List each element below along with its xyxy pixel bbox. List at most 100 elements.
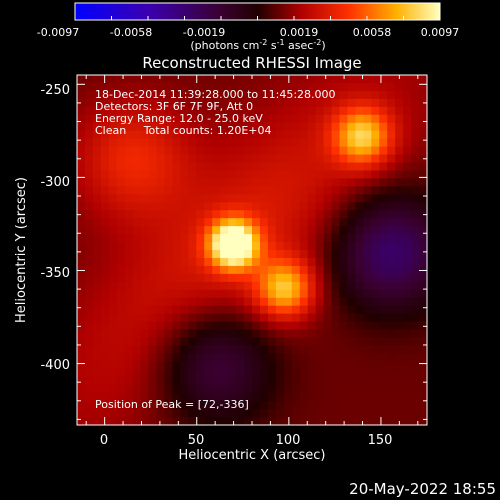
image-pixel (291, 75, 301, 84)
image-pixel (212, 401, 221, 410)
image-pixel (363, 250, 372, 259)
image-pixel (267, 218, 277, 227)
image-pixel (220, 361, 229, 370)
image-pixel (172, 146, 181, 156)
image-pixel (116, 242, 126, 251)
image-pixel (347, 313, 356, 323)
image-pixel (379, 281, 388, 291)
image-pixel (132, 393, 142, 402)
image-pixel (347, 210, 356, 219)
image-pixel (92, 393, 102, 402)
image-pixel (148, 321, 158, 331)
image-pixel (124, 297, 134, 307)
image-pixel (395, 90, 404, 100)
image-pixel (307, 273, 317, 283)
image-pixel (259, 154, 269, 164)
image-pixel (92, 385, 102, 394)
image-pixel (347, 234, 356, 243)
image-pixel (236, 417, 245, 425)
image-pixel (347, 289, 356, 299)
image-pixel (204, 353, 213, 362)
image-pixel (259, 345, 269, 354)
image-pixel (148, 393, 158, 402)
image-pixel (156, 210, 166, 219)
image-pixel (379, 329, 388, 339)
image-pixel (212, 281, 221, 291)
image-pixel (259, 82, 269, 92)
image-pixel (124, 385, 134, 394)
image-pixel (379, 170, 388, 179)
image-pixel (92, 146, 102, 156)
image-pixel (299, 178, 309, 187)
image-pixel (339, 257, 349, 267)
image-pixel (116, 146, 126, 156)
image-pixel (331, 393, 341, 402)
image-pixel (172, 98, 181, 108)
image-pixel (196, 242, 205, 251)
image-pixel (180, 98, 189, 108)
image-pixel (132, 353, 142, 362)
image-pixel (307, 409, 317, 418)
image-pixel (395, 114, 404, 124)
image-pixel (411, 242, 420, 251)
image-pixel (267, 345, 277, 354)
axis-ticks (77, 75, 427, 425)
image-pixel (331, 281, 341, 291)
image-pixel (403, 337, 412, 347)
image-pixel (124, 138, 134, 148)
image-pixel (363, 218, 372, 227)
image-pixel (252, 297, 261, 307)
image-pixel (116, 401, 126, 410)
image-pixel (156, 353, 166, 362)
image-pixel (387, 377, 396, 386)
image-pixel (323, 210, 333, 219)
image-pixel (220, 369, 229, 378)
image-pixel (275, 218, 285, 227)
image-pixel (315, 265, 325, 275)
image-pixel (244, 321, 253, 331)
image-pixel (84, 337, 94, 347)
image-pixel (252, 170, 261, 179)
image-pixel (299, 337, 309, 347)
image-pixel (339, 409, 349, 418)
image-pixel (323, 369, 333, 378)
image-pixel (84, 186, 94, 195)
image-pixel (323, 122, 333, 132)
image-pixel (156, 106, 166, 116)
image-pixel (355, 226, 364, 235)
image-pixel (315, 234, 325, 243)
image-pixel (140, 82, 150, 92)
image-pixel (180, 82, 189, 92)
image-pixel (419, 234, 427, 243)
image-pixel (212, 226, 221, 235)
image-pixel (275, 385, 285, 394)
image-pixel (156, 393, 166, 402)
image-pixel (411, 409, 420, 418)
image-pixel (299, 265, 309, 275)
image-pixel (379, 146, 388, 156)
image-pixel (395, 194, 404, 203)
image-pixel (275, 122, 285, 132)
image-pixel (403, 401, 412, 410)
image-pixel (379, 353, 388, 362)
image-pixel (331, 162, 341, 172)
image-pixel (148, 98, 158, 108)
image-pixel (92, 170, 102, 179)
image-pixel (172, 353, 181, 362)
image-pixel (331, 337, 341, 347)
image-pixel (204, 329, 213, 339)
image-pixel (132, 194, 142, 203)
image-pixel (291, 369, 301, 378)
image-pixel (204, 234, 213, 243)
image-pixel (116, 130, 126, 140)
image-pixel (212, 186, 221, 195)
image-pixel (108, 361, 118, 370)
image-pixel (315, 154, 325, 164)
image-pixel (132, 122, 142, 132)
image-pixel (188, 242, 197, 251)
image-pixel (275, 313, 285, 323)
image-pixel (379, 409, 388, 418)
image-pixel (331, 90, 341, 100)
image-pixel (355, 409, 364, 418)
image-pixel (299, 106, 309, 116)
